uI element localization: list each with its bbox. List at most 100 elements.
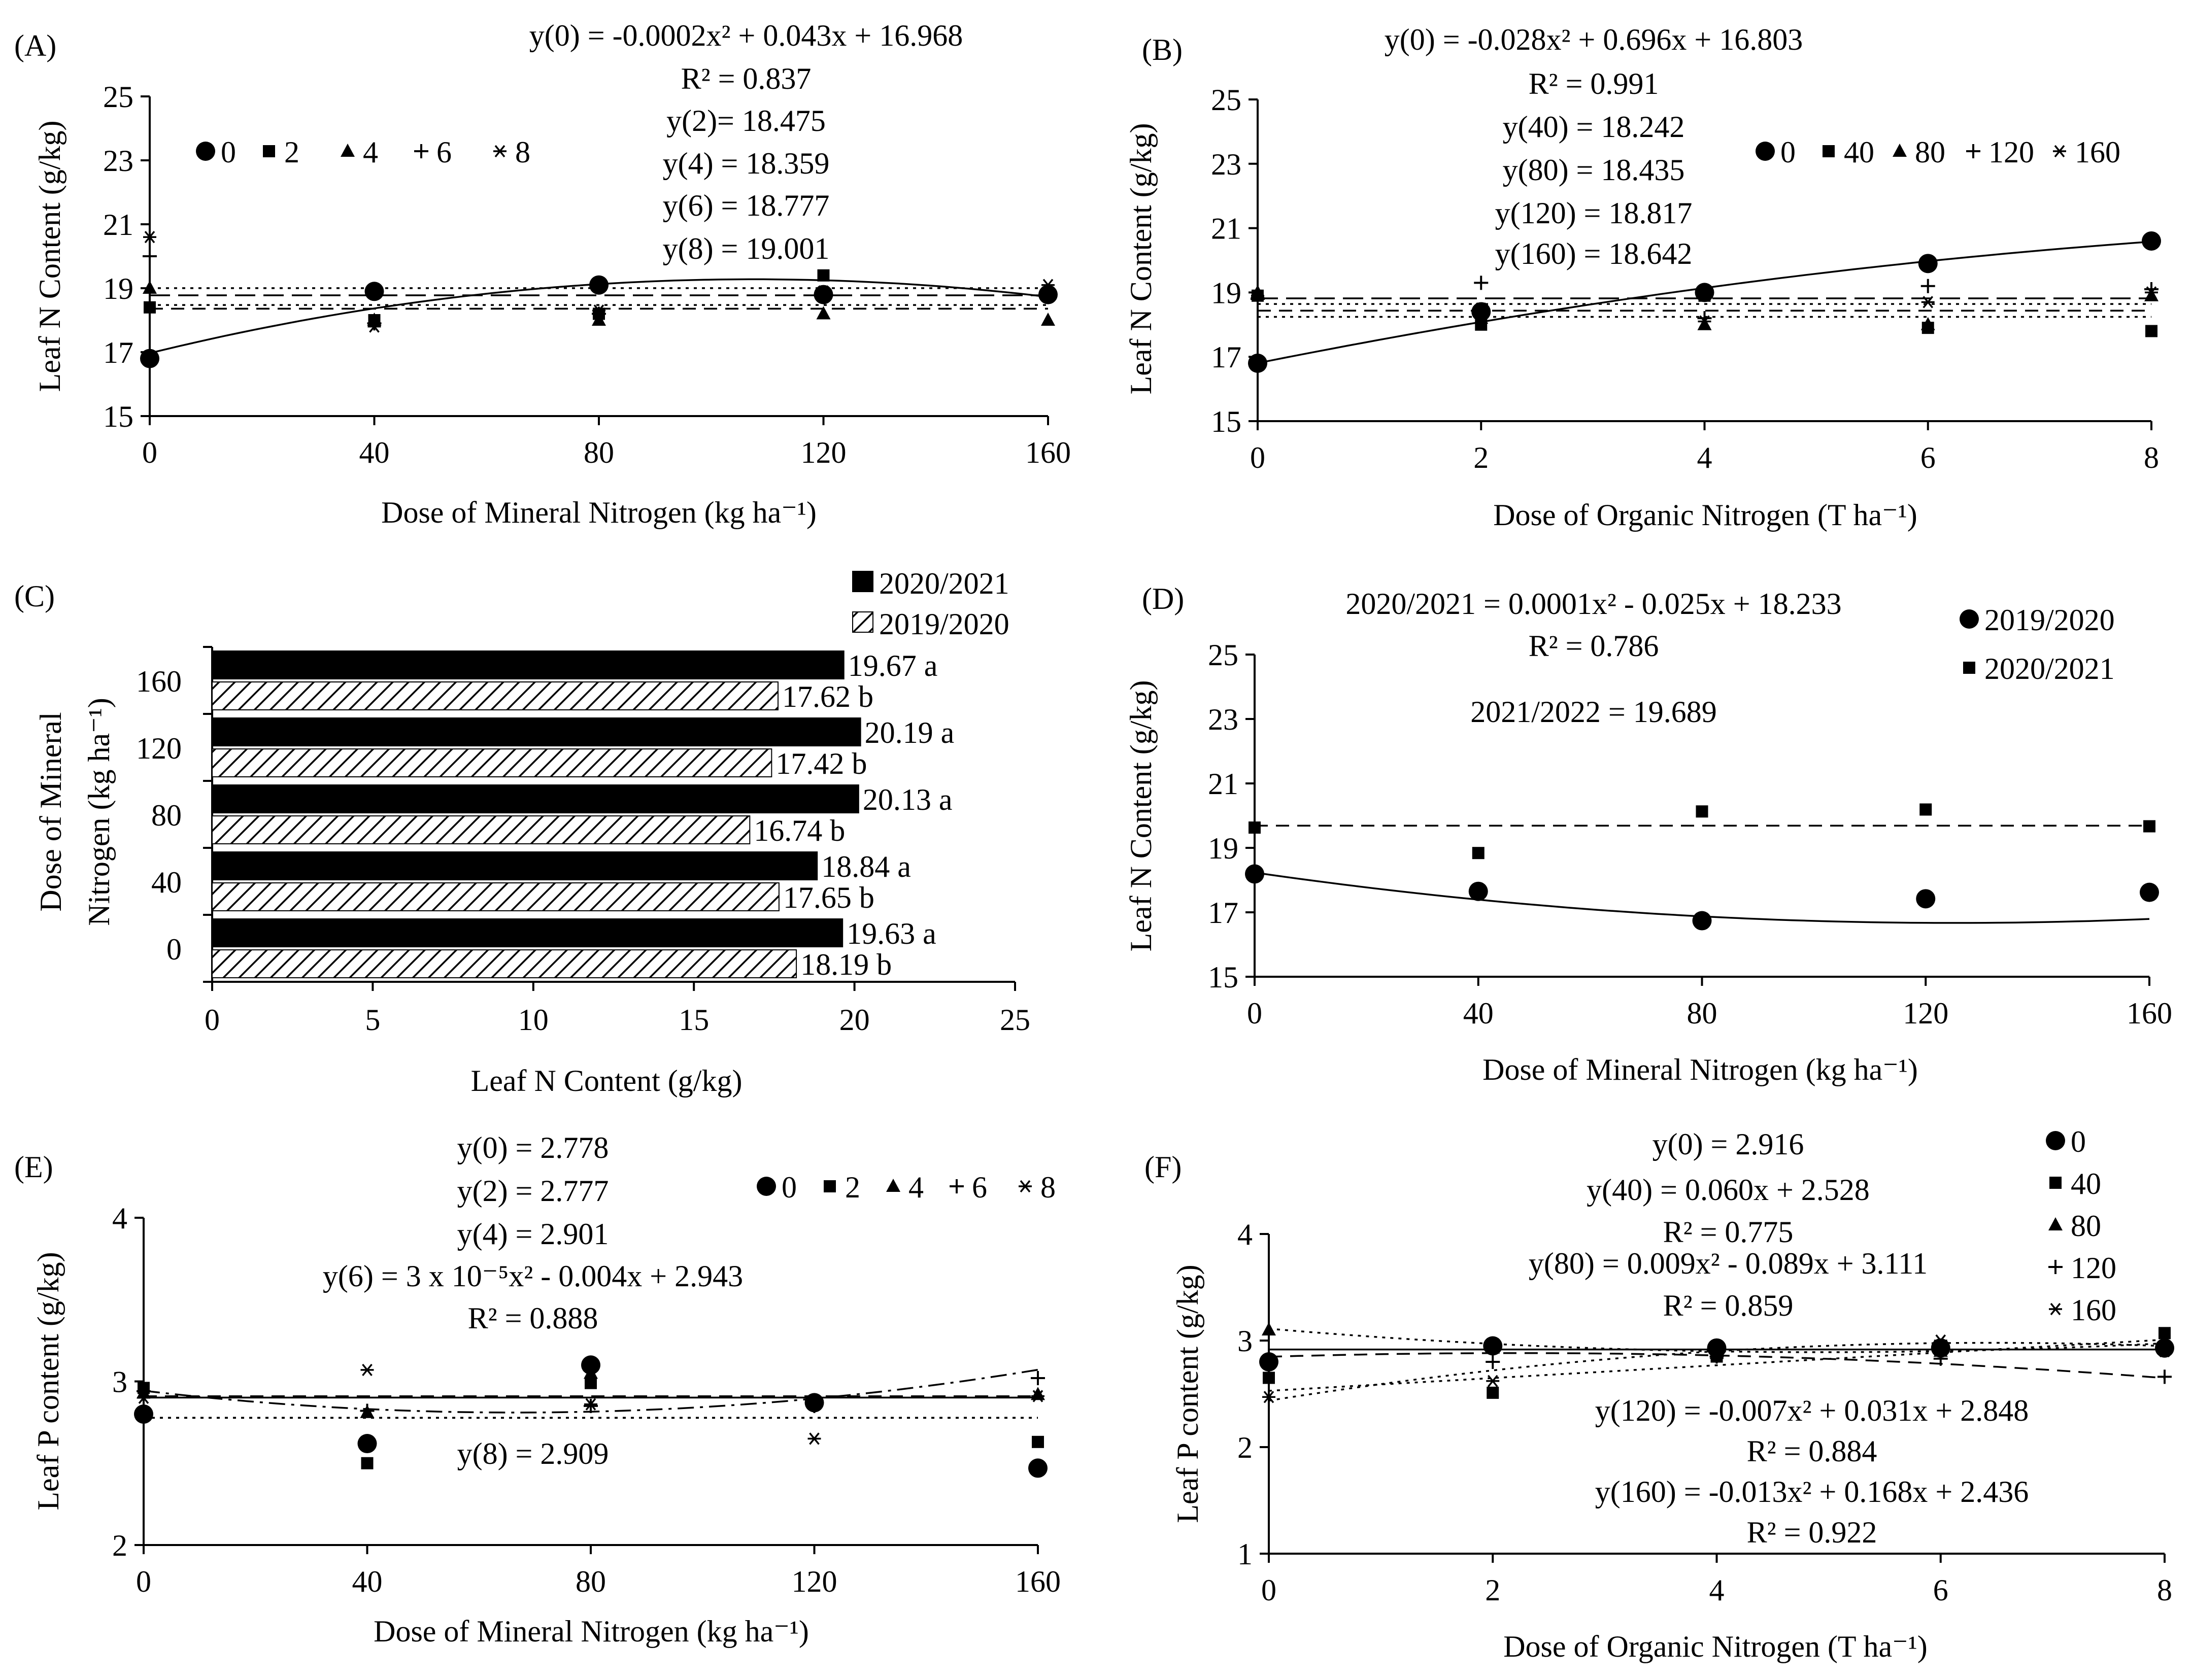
legend-marker [886,1179,900,1192]
legend-label: 120 [1988,135,2034,169]
data-point [816,287,831,302]
legend-marker [2048,1217,2063,1230]
y-axis-title: Leaf P content (g/kg) [31,1252,65,1510]
x-tick-label: 0 [1250,441,1265,474]
bar [212,681,779,710]
panel-d: (D) 0 40 80 120 160 15 17 19 21 23 25 Dose of Minera… [1124,582,2172,1086]
y-tick-label: 17 [103,336,133,369]
equation-text: y(6) = 3 x 10⁻⁵x² - 0.004x + 2.943 [323,1259,743,1293]
x-tick-label: 8 [2157,1573,2172,1607]
y-tick-label: 17 [1211,340,1241,374]
data-point [816,306,831,320]
x-tick-label: 120 [801,436,847,469]
y-tick-label: 17 [1208,896,1238,930]
data-point [2145,286,2158,299]
legend-swatch [852,611,873,633]
data-point [2158,1345,2171,1358]
data-point [1692,911,1712,931]
data-point [360,1403,375,1418]
bar [212,882,780,911]
legend: 2020/2021 2019/2020 [852,567,1009,641]
legend-marker [2048,1260,2063,1274]
y-axis-title: Dose of Mineral [34,712,68,911]
x-tick-label: 0 [142,436,157,469]
data-point [2157,1369,2172,1384]
data-point [1251,285,1265,298]
x-tick-label: 8 [2144,441,2159,474]
data-point [1933,1351,1948,1366]
data-point [143,281,157,294]
data-point [1251,292,1265,306]
legend-label: 160 [2075,135,2120,169]
equation-text: y(4) = 18.359 [663,147,830,180]
data-point [367,320,381,333]
trend-line [1268,1339,2165,1392]
x-tick-label: 40 [359,436,390,469]
x-tick-label: 5 [365,1003,380,1037]
legend-marker [263,145,275,157]
data-point [2140,882,2159,902]
equation-text: y(120) = -0.007x² + 0.031x + 2.848 [1595,1394,2029,1427]
equation-text: y(0) = 2.778 [457,1131,609,1164]
data-point [143,249,157,263]
data-point [137,1391,150,1404]
legend-label: 8 [515,135,530,169]
x-axis-title: Dose of Mineral Nitrogen (kg ha⁻¹) [374,1615,809,1648]
legend-label: 0 [782,1171,797,1204]
y-axis-title: Leaf N Content (g/kg) [1124,123,1158,395]
y-tick-label: 23 [103,144,133,178]
data-point [1696,805,1708,818]
bar-value-label: 16.74 b [754,814,845,847]
panel-label: (D) [1142,582,1184,615]
data-point [1698,289,1711,302]
legend-label: 160 [2071,1293,2116,1327]
legend-label: 0 [1780,135,1796,169]
y-tick-label: 1 [1237,1537,1253,1571]
bar-value-label: 18.84 a [821,850,911,883]
data-point [1698,315,1711,328]
legend-marker [2049,1177,2062,1189]
data-point [1486,1340,1500,1354]
legend-label: 4 [363,135,378,169]
x-tick-label: 25 [1000,1003,1030,1037]
data-point [1031,1371,1045,1386]
y-tick-label: 3 [112,1365,127,1399]
legend-label: 6 [436,135,452,169]
equation-text: y(0) = 2.916 [1653,1127,1804,1161]
legend-marker [1963,662,1975,674]
data-point [1262,1391,1275,1403]
x-tick-label: 0 [1247,997,1262,1030]
bar [212,784,859,813]
data-point [1031,1390,1044,1402]
data-point [2144,282,2159,297]
data-point [592,306,606,321]
data-point [364,282,384,301]
bar-value-label: 18.19 b [800,948,892,981]
x-tick-label: 20 [839,1003,870,1037]
legend: 0 40 80 120 160 [1756,135,2120,169]
y-tick-label: 19 [1211,276,1241,310]
x-tick-label: 160 [2127,997,2172,1030]
bar [212,918,844,947]
data-point [1032,1435,1044,1448]
x-axis-title: Dose of Mineral Nitrogen (kg ha⁻¹) [381,496,817,529]
legend-label: 80 [2071,1209,2101,1243]
data-point [807,1398,822,1413]
y-tick-label: 15 [103,400,133,433]
data-point [817,269,830,282]
y-tick-label: 15 [1211,405,1241,438]
data-point [1486,1355,1500,1369]
legend-label: 0 [221,135,236,169]
data-point [1245,864,1264,884]
x-tick-label: 0 [205,1003,220,1037]
x-tick-label: 15 [679,1003,709,1037]
legend-marker [493,145,507,158]
y-tick-label: 21 [103,208,133,242]
y-tick-label: 23 [1211,148,1241,181]
equation-text: R² = 0.786 [1529,629,1659,663]
legend-marker [1019,1180,1032,1193]
legend-marker [1966,144,1980,158]
legend-label: 2019/2020 [1984,603,2115,637]
